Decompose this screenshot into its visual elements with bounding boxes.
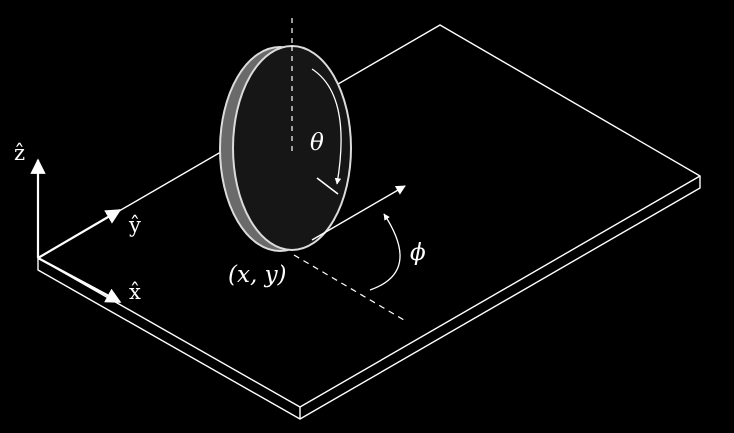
z-axis-label: ẑ (14, 141, 25, 165)
coordinate-axes (30, 158, 122, 303)
arrow-up-right-icon (37, 209, 122, 259)
phi-label: ϕ (410, 240, 426, 266)
position-label: (x, y) (228, 262, 287, 288)
heading-arrow (311, 185, 406, 241)
arrow-down-right-icon (37, 257, 122, 303)
phi-angle-arrow (369, 213, 401, 291)
disk (219, 45, 352, 252)
x-axis-label: x̂ (129, 280, 141, 304)
theta-label: θ (310, 130, 324, 156)
theta-rotation-arrow (311, 68, 342, 185)
disk-radius-line (316, 177, 339, 195)
y-axis-label: ŷ (128, 213, 141, 237)
x-reference-dashed-line (293, 254, 405, 321)
